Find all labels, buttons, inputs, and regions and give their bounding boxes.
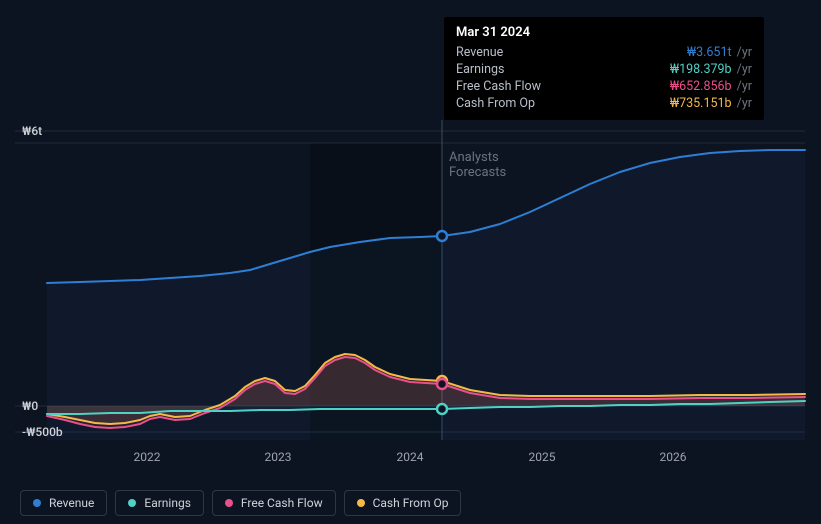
legend-item-earnings[interactable]: Earnings xyxy=(115,490,204,516)
tooltip-row-value: ₩652.856b xyxy=(670,79,732,94)
tooltip-row-label: Free Cash Flow xyxy=(456,79,541,94)
tooltip-row-unit: /yr xyxy=(734,45,752,60)
x-axis-label: 2023 xyxy=(265,450,292,464)
legend-label: Cash From Op xyxy=(373,496,449,510)
tooltip-title: Mar 31 2024 xyxy=(456,25,752,40)
legend-dot xyxy=(357,499,365,507)
tooltip-row-label: Earnings xyxy=(456,62,504,77)
tooltip-row-unit: /yr xyxy=(734,79,752,94)
forecast-label: Analysts Forecasts xyxy=(449,150,506,180)
legend-dot xyxy=(225,499,233,507)
tooltip-row: Cash From Op ₩735.151b /yr xyxy=(456,95,752,112)
tooltip-row-label: Revenue xyxy=(456,45,503,60)
x-axis-label: 2022 xyxy=(134,450,161,464)
legend-item-cash-from-op[interactable]: Cash From Op xyxy=(344,490,462,516)
financials-chart: Past Analysts Forecasts ₩6t₩0-₩500b 2022… xyxy=(0,0,821,524)
tooltip-row: Revenue ₩3.651t /yr xyxy=(456,44,752,61)
legend-dot xyxy=(33,499,41,507)
tooltip-row-value: ₩3.651t xyxy=(687,45,732,60)
tooltip-row-label: Cash From Op xyxy=(456,96,535,111)
legend-label: Free Cash Flow xyxy=(241,496,323,510)
tooltip-row-value: ₩198.379b xyxy=(670,62,732,77)
tooltip-row-unit: /yr xyxy=(734,62,752,77)
x-axis-label: 2024 xyxy=(397,450,424,464)
tooltip-row-value: ₩735.151b xyxy=(670,96,732,111)
y-axis-label: -₩500b xyxy=(22,425,63,439)
legend: Revenue Earnings Free Cash Flow Cash From O… xyxy=(20,490,461,516)
tooltip-row: Earnings ₩198.379b /yr xyxy=(456,61,752,78)
legend-label: Earnings xyxy=(144,496,191,510)
tooltip-row-unit: /yr xyxy=(734,96,752,111)
chart-tooltip: Mar 31 2024 Revenue ₩3.651t /yr Earnings ₩1… xyxy=(444,17,764,120)
x-axis-label: 2025 xyxy=(529,450,556,464)
legend-dot xyxy=(128,499,136,507)
tooltip-row: Free Cash Flow ₩652.856b /yr xyxy=(456,78,752,95)
x-axis-label: 2026 xyxy=(660,450,687,464)
legend-label: Revenue xyxy=(49,496,94,510)
y-axis-label: ₩0 xyxy=(22,399,38,413)
legend-item-free-cash-flow[interactable]: Free Cash Flow xyxy=(212,490,336,516)
legend-item-revenue[interactable]: Revenue xyxy=(20,490,107,516)
y-axis-label: ₩6t xyxy=(22,124,42,138)
